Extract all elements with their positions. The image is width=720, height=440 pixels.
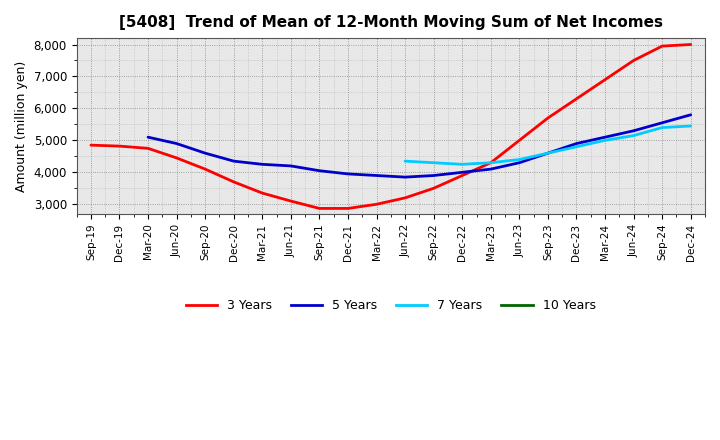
5 Years	[258, 161, 266, 167]
7 Years	[629, 133, 638, 138]
5 Years	[429, 173, 438, 178]
3 Years	[600, 77, 609, 82]
5 Years	[600, 135, 609, 140]
Legend: 3 Years, 5 Years, 7 Years, 10 Years: 3 Years, 5 Years, 7 Years, 10 Years	[181, 294, 600, 317]
7 Years	[544, 150, 552, 156]
7 Years	[401, 158, 410, 164]
5 Years	[487, 166, 495, 172]
3 Years	[372, 202, 381, 207]
5 Years	[629, 128, 638, 133]
5 Years	[201, 150, 210, 156]
5 Years	[458, 170, 467, 175]
Line: 3 Years: 3 Years	[91, 44, 690, 209]
3 Years	[629, 58, 638, 63]
7 Years	[515, 157, 523, 162]
Y-axis label: Amount (million yen): Amount (million yen)	[15, 60, 28, 191]
7 Years	[572, 144, 581, 150]
3 Years	[658, 44, 667, 49]
3 Years	[230, 179, 238, 184]
3 Years	[401, 195, 410, 201]
Title: [5408]  Trend of Mean of 12-Month Moving Sum of Net Incomes: [5408] Trend of Mean of 12-Month Moving …	[119, 15, 663, 30]
7 Years	[458, 161, 467, 167]
7 Years	[686, 123, 695, 128]
3 Years	[201, 166, 210, 172]
3 Years	[544, 115, 552, 121]
5 Years	[372, 173, 381, 178]
3 Years	[343, 206, 352, 211]
3 Years	[429, 186, 438, 191]
5 Years	[686, 112, 695, 117]
5 Years	[544, 150, 552, 156]
5 Years	[315, 168, 324, 173]
5 Years	[515, 160, 523, 165]
5 Years	[401, 175, 410, 180]
5 Years	[572, 141, 581, 146]
7 Years	[658, 125, 667, 130]
3 Years	[515, 138, 523, 143]
3 Years	[86, 143, 95, 148]
3 Years	[258, 191, 266, 196]
3 Years	[572, 96, 581, 102]
5 Years	[230, 158, 238, 164]
Line: 7 Years: 7 Years	[405, 126, 690, 164]
3 Years	[686, 42, 695, 47]
3 Years	[144, 146, 153, 151]
3 Years	[487, 160, 495, 165]
3 Years	[315, 206, 324, 211]
5 Years	[343, 171, 352, 176]
3 Years	[287, 198, 295, 204]
7 Years	[429, 160, 438, 165]
5 Years	[658, 120, 667, 125]
3 Years	[115, 143, 124, 149]
5 Years	[287, 163, 295, 169]
3 Years	[172, 155, 181, 161]
5 Years	[144, 135, 153, 140]
3 Years	[458, 173, 467, 178]
5 Years	[172, 141, 181, 146]
Line: 5 Years: 5 Years	[148, 115, 690, 177]
7 Years	[487, 160, 495, 165]
7 Years	[600, 138, 609, 143]
